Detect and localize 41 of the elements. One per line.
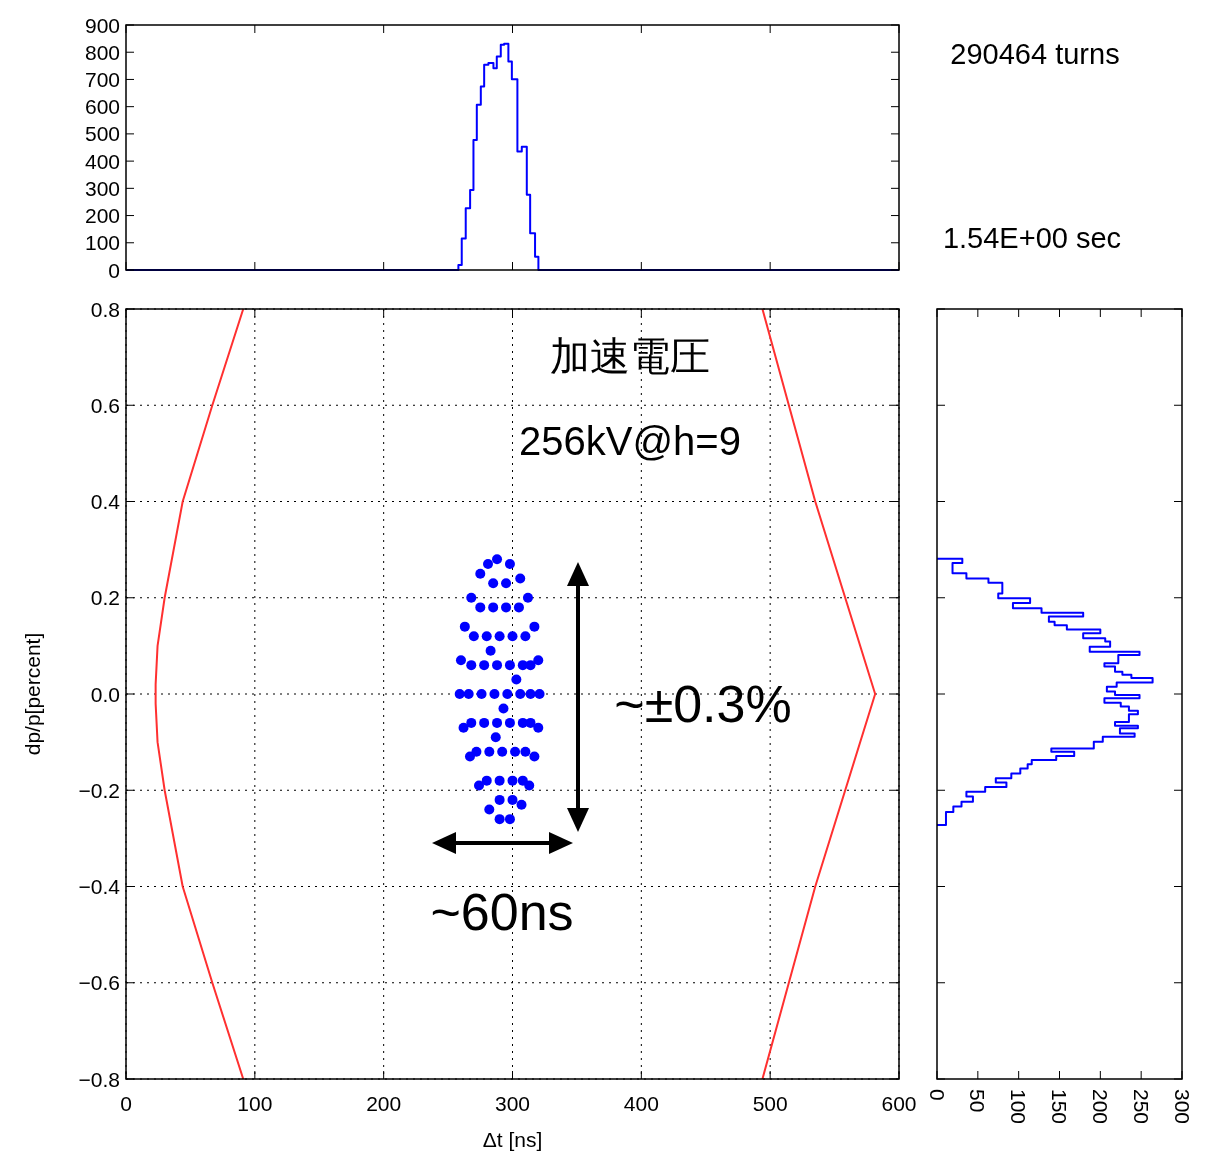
- y-tick-label: 500: [84, 122, 120, 146]
- annotation: 256kV@h=9: [519, 419, 741, 463]
- y-tick-label: −0.8: [78, 1067, 120, 1091]
- y-tick-label: 0.8: [90, 297, 120, 321]
- x-tick-label: 200: [366, 1092, 402, 1115]
- y-axis-title: dp/p[percent]: [21, 632, 44, 756]
- x-tick-label: 500: [752, 1092, 788, 1115]
- y-tick-label: 0.2: [90, 586, 120, 610]
- x-tick-label: 300: [494, 1092, 531, 1115]
- text: 1.54E+00 sec: [942, 222, 1122, 254]
- y-tick-label: 300: [84, 176, 120, 200]
- y-tick-label: 400: [84, 149, 120, 173]
- y-tick-label: 0.6: [90, 393, 120, 417]
- x-tick-label: 50: [966, 1089, 990, 1113]
- text: 290464 turns: [950, 38, 1120, 70]
- y-tick-label: 0: [108, 258, 120, 282]
- y-tick-label: 900: [84, 13, 120, 37]
- x-tick-label: 300: [1170, 1089, 1194, 1125]
- x-tick-label: 100: [237, 1092, 273, 1115]
- y-tick-label: 0.4: [90, 490, 121, 513]
- x-tick-label: 200: [1088, 1089, 1112, 1125]
- line-series: [154, 308, 245, 1080]
- y-tick-label: −0.6: [78, 971, 120, 995]
- x-tick-label: 150: [1048, 1089, 1071, 1125]
- x-tick-label: 100: [1007, 1089, 1031, 1125]
- y-tick-label: 200: [84, 204, 120, 228]
- y-tick-label: 0.0: [90, 682, 120, 706]
- x-tick-label: 250: [1129, 1089, 1153, 1125]
- x-tick-label: 600: [881, 1092, 917, 1115]
- annotation: ~60ns: [430, 883, 574, 941]
- y-tick-label: −0.4: [78, 875, 121, 898]
- y-tick-label: 800: [84, 40, 120, 64]
- x-tick-label: 0: [925, 1089, 949, 1101]
- y-tick-label: 600: [84, 95, 120, 119]
- x-axis-title: Δt [ns]: [482, 1128, 543, 1151]
- x-tick-label: 400: [623, 1092, 659, 1115]
- y-tick-label: −0.2: [78, 778, 120, 802]
- annotation: ~±0.3%: [614, 675, 792, 733]
- annotation: 加速電圧: [550, 334, 710, 378]
- y-tick-label: 100: [84, 231, 120, 255]
- y-tick-label: 700: [84, 67, 120, 91]
